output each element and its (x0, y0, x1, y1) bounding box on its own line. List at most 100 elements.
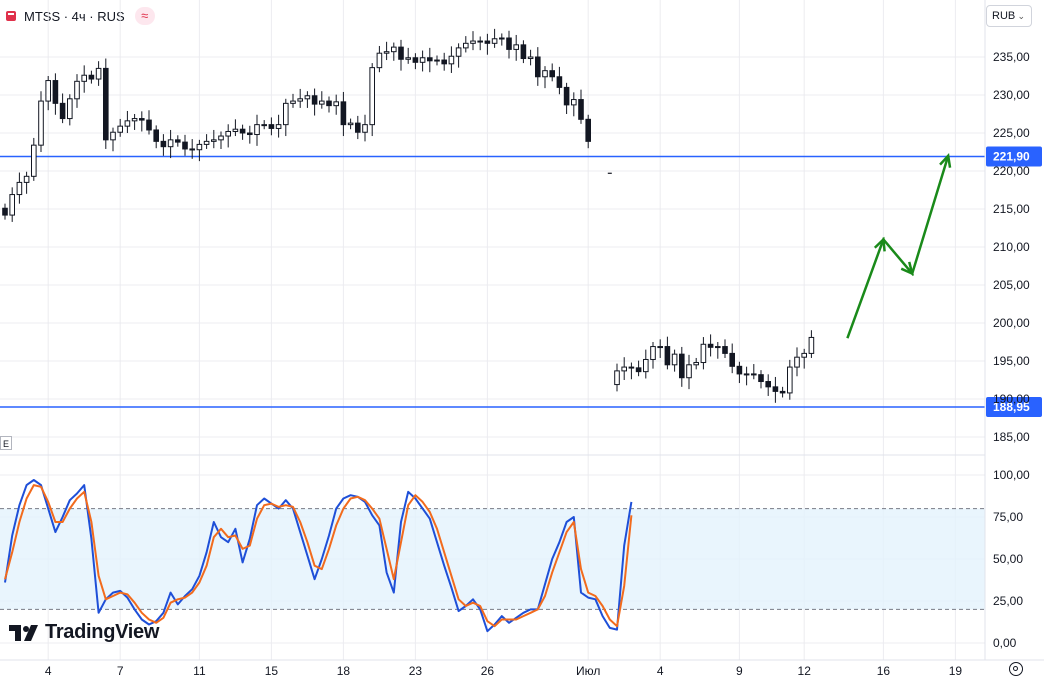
candle-body (434, 59, 440, 62)
candle-body (427, 57, 433, 62)
chart-header: MTSS · 4ч · RUS ≈ (6, 6, 155, 26)
candle-body (707, 343, 714, 348)
candle-body (772, 386, 779, 392)
candle-body (211, 139, 217, 142)
candle-body (506, 37, 512, 50)
arrow-head-2 (900, 261, 915, 276)
candle-body (419, 57, 426, 63)
oscillator-lines (4, 479, 633, 633)
price-tick-label: 235,00 (993, 50, 1030, 64)
candle-body (563, 86, 570, 106)
brand-name: TradingView (45, 621, 160, 643)
tradingview-mark-icon (9, 624, 38, 641)
candle-body (297, 98, 303, 102)
candle-body (23, 175, 30, 183)
time-tick-label: 12 (798, 664, 812, 678)
candle-body (542, 70, 548, 78)
candle-body (765, 381, 772, 388)
candle-body (290, 100, 296, 104)
candle-body (160, 140, 167, 148)
candle-body (808, 336, 815, 354)
candle-body (679, 353, 685, 379)
time-tick-label: 7 (117, 664, 124, 678)
price-tick-label: 210,00 (993, 240, 1030, 254)
candle-body (326, 100, 332, 107)
candle-body (628, 366, 635, 369)
candle-body (81, 74, 88, 82)
candle-body (491, 38, 498, 44)
candle-body (95, 67, 102, 80)
osc-tick-label: 75,00 (993, 510, 1023, 524)
candle-body (477, 40, 483, 43)
settings-icon[interactable] (1009, 662, 1023, 676)
pane-toggle-button[interactable]: E (0, 436, 12, 450)
candle-body (67, 98, 73, 120)
candle-body (376, 52, 383, 69)
time-tick-label: 18 (337, 664, 351, 678)
candle-body (700, 343, 707, 364)
candle-body (794, 356, 800, 368)
price-tick-label: 195,00 (993, 354, 1030, 368)
candle-body (751, 373, 757, 376)
time-tick-label: 15 (265, 664, 279, 678)
candle-body (146, 119, 152, 131)
price-tick-label: 215,00 (993, 202, 1030, 216)
candle-body (225, 130, 231, 137)
candle-body (470, 40, 476, 44)
overbought-oversold-band (0, 508, 985, 610)
candle-body (743, 373, 750, 376)
candle-body (333, 101, 339, 107)
candle-body (74, 80, 80, 100)
candle-body (614, 370, 620, 386)
candle-body (117, 125, 124, 133)
candle-body (175, 139, 181, 143)
candle-body (448, 55, 455, 65)
candle-body (167, 139, 174, 148)
candle-body (16, 181, 23, 196)
stoch-k-line (4, 479, 633, 633)
time-tick-label: 4 (45, 664, 52, 678)
level-price-label: 221,90 (993, 150, 1030, 164)
candle-body (2, 207, 8, 216)
candle-body (275, 124, 282, 129)
candle-body (441, 59, 447, 65)
candle-body (304, 95, 311, 100)
level-price-label: 188,95 (993, 400, 1030, 414)
candle-body (189, 148, 195, 151)
candle-body (319, 100, 325, 105)
candle-body (153, 129, 159, 142)
candle-body (715, 346, 721, 349)
candle-body (585, 118, 592, 142)
candle-body (196, 143, 203, 151)
chevron-down-icon: ⌄ (1017, 11, 1025, 21)
candle-body (52, 80, 59, 104)
candle-body (513, 44, 520, 50)
candle-body (571, 99, 577, 106)
candle-body (650, 346, 656, 360)
candle-body (247, 132, 253, 136)
time-tick-label: 26 (481, 664, 495, 678)
symbol-label[interactable]: MTSS · 4ч · RUS (24, 8, 125, 24)
candle-body (355, 122, 361, 133)
candle-body (38, 100, 44, 146)
candle-body (578, 99, 584, 120)
osc-tick-label: 0,00 (993, 636, 1017, 650)
tradingview-logo: TradingView (9, 621, 159, 644)
candle-body (463, 42, 469, 49)
approx-icon[interactable]: ≈ (134, 7, 155, 25)
projection-arrow-path (846, 155, 950, 339)
price-levels: 221,90 188,95 (0, 146, 1042, 417)
candle-body (218, 135, 224, 141)
candle-body (535, 56, 541, 78)
candle-body (311, 95, 318, 105)
candle-body (347, 122, 354, 126)
candle-body (455, 47, 462, 57)
candle-body (686, 364, 692, 379)
candle-body (88, 74, 95, 80)
price-tick-label: 185,00 (993, 430, 1030, 444)
candle-body (369, 67, 375, 126)
candle-body (383, 51, 390, 54)
currency-select[interactable]: RUB ⌄ (986, 5, 1032, 27)
